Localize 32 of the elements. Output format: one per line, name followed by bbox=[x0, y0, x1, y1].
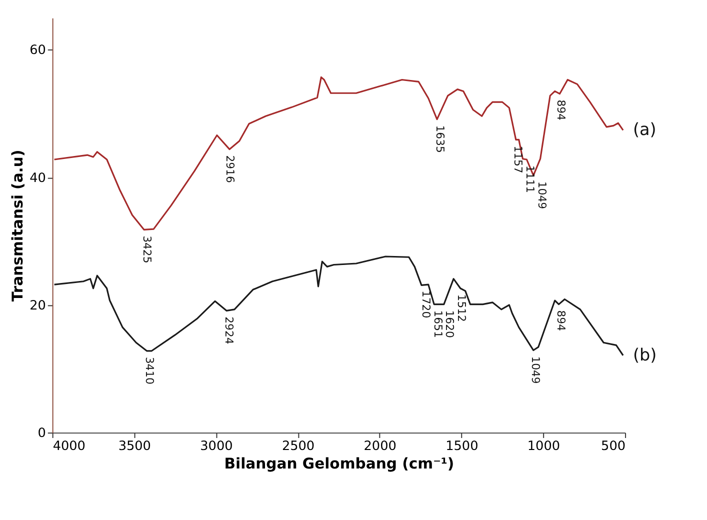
y-tick-label: 20 bbox=[30, 298, 46, 314]
annotation: 1111 bbox=[523, 165, 536, 194]
annotation: 2924 bbox=[222, 316, 236, 344]
annotation: 1720 bbox=[419, 290, 432, 318]
annotation: 3425 bbox=[140, 236, 154, 264]
x-tick-label: 3500 bbox=[118, 438, 151, 454]
annotation: 894 bbox=[554, 100, 568, 121]
annotation: 1049 bbox=[535, 181, 548, 210]
x-tick-label: 2000 bbox=[364, 438, 396, 454]
y-tick-label: 0 bbox=[38, 426, 46, 442]
x-tick-label: 3000 bbox=[200, 438, 233, 454]
annotation: 2916 bbox=[224, 155, 237, 183]
annotation: 1620 bbox=[443, 310, 456, 338]
series-label: (a) bbox=[632, 119, 656, 140]
y-axis-title: Transmitansi (a.u) bbox=[10, 150, 27, 302]
x-tick-label: 1500 bbox=[446, 438, 478, 454]
y-tick-label: 60 bbox=[30, 43, 46, 58]
annotation: 1635 bbox=[433, 125, 446, 153]
series-label: (b) bbox=[632, 344, 657, 364]
x-tick-label: 4000 bbox=[52, 438, 86, 454]
x-axis-title: Bilangan Gelombang (cm⁻¹) bbox=[224, 456, 454, 473]
annotation: 1049 bbox=[529, 356, 542, 384]
annotation: 1512 bbox=[455, 294, 468, 322]
annotation: 1157 bbox=[512, 146, 525, 174]
annotation: 1651 bbox=[431, 310, 444, 338]
annotation: 3410 bbox=[142, 356, 156, 385]
y-tick-label: 40 bbox=[30, 170, 46, 186]
x-tick-label: 500 bbox=[601, 438, 626, 454]
line-series bbox=[54, 76, 624, 230]
annotation: 894 bbox=[554, 310, 568, 332]
x-tick-label: 1000 bbox=[527, 438, 560, 454]
x-tick-label: 2500 bbox=[282, 438, 315, 454]
